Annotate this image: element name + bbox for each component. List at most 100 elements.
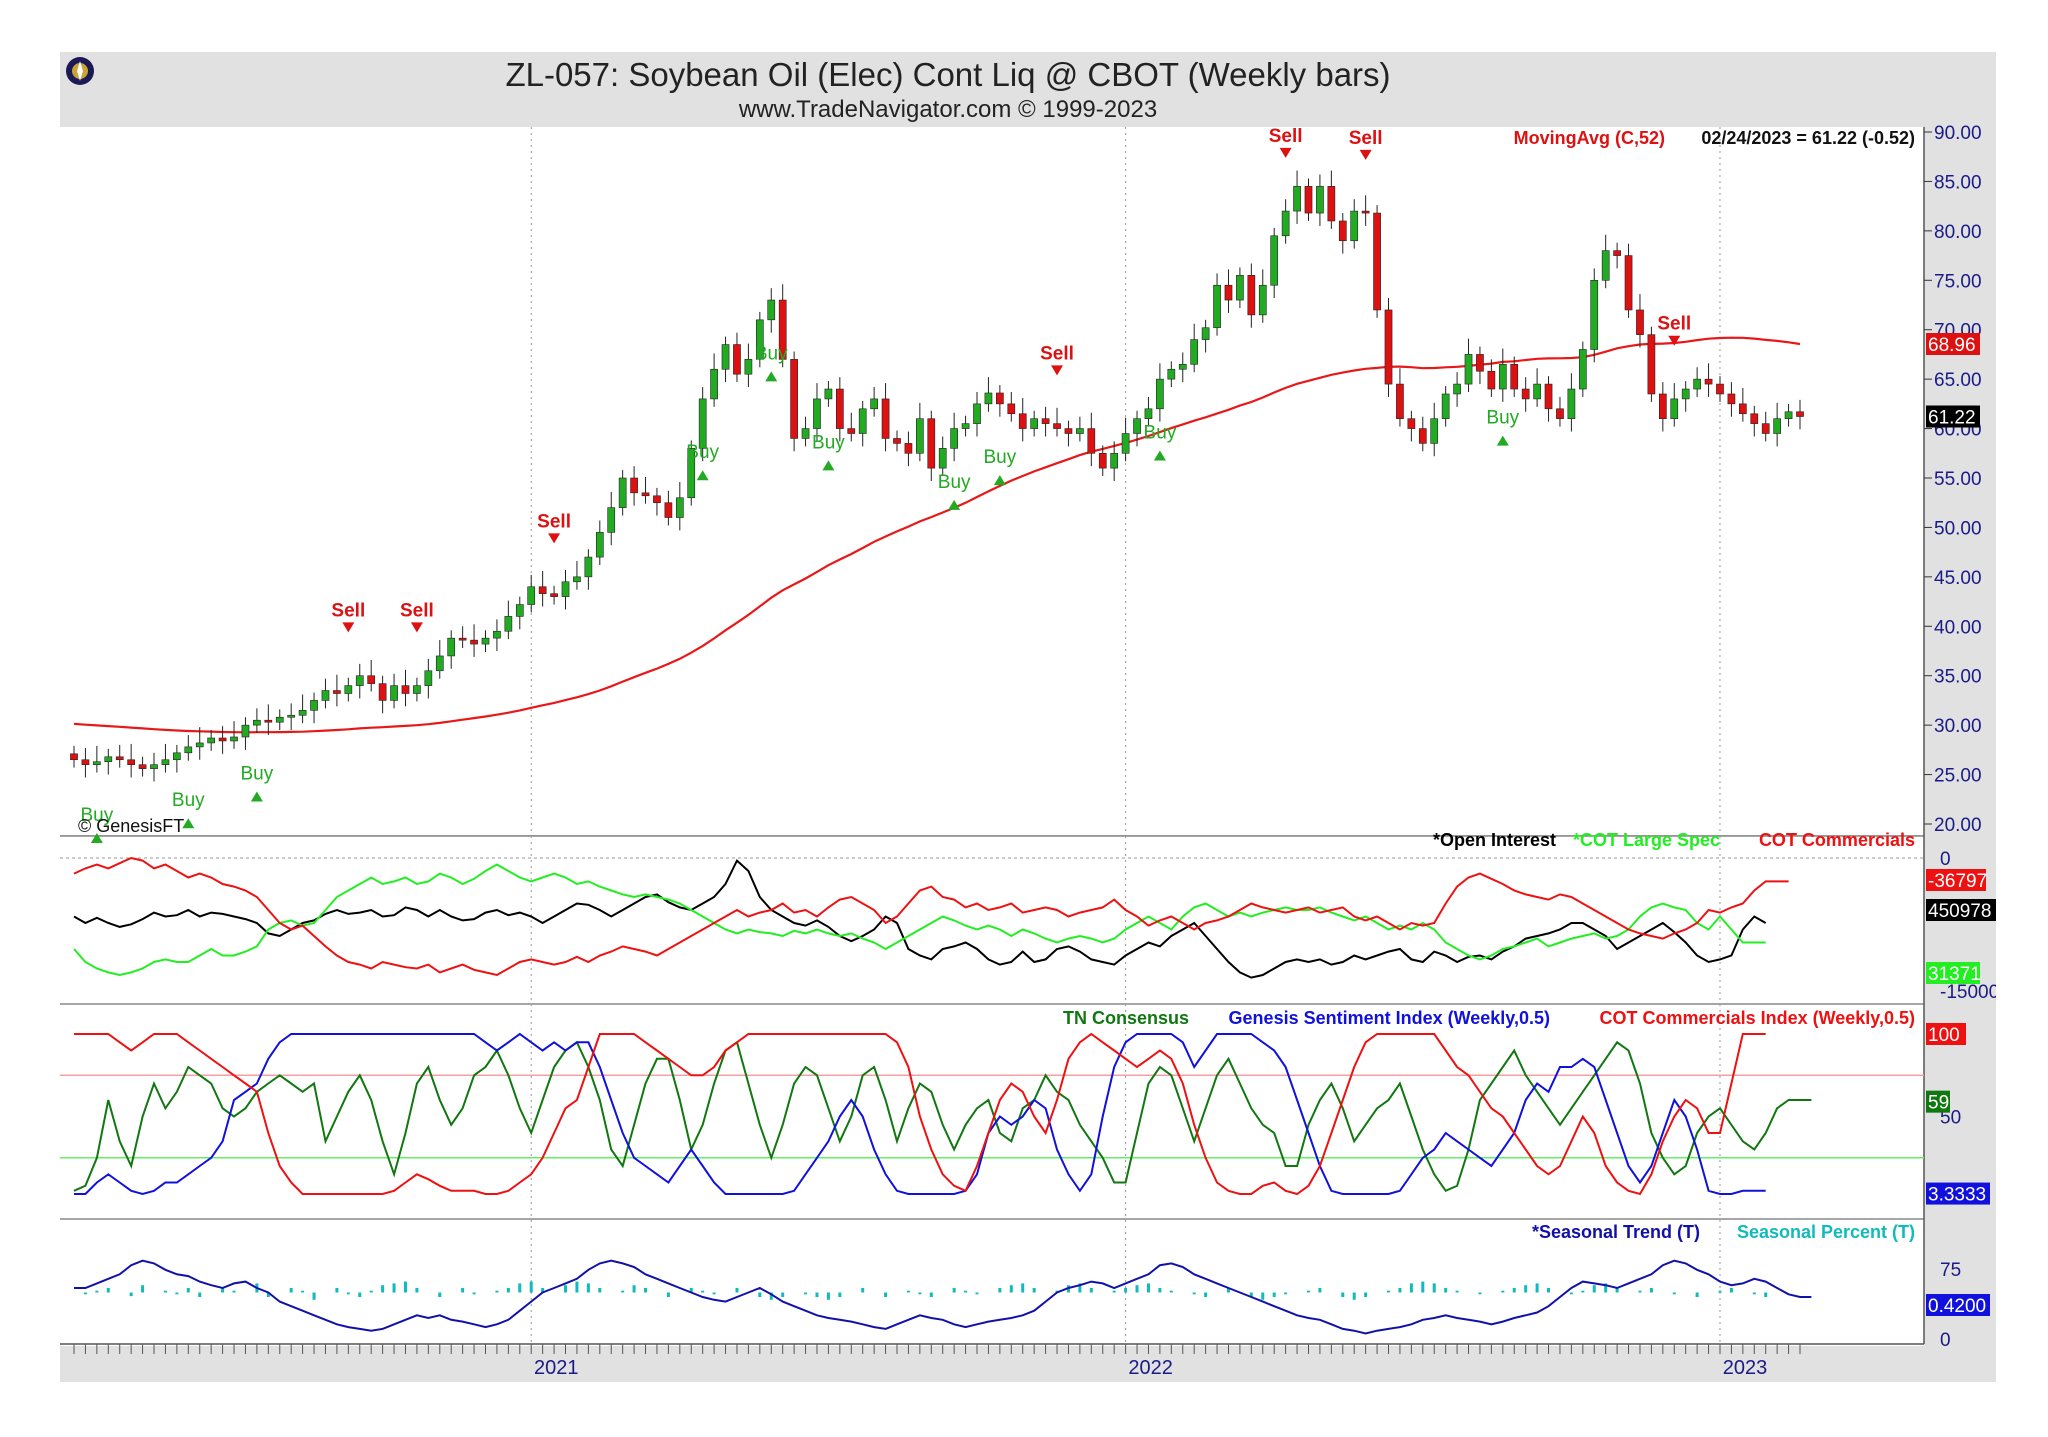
candle-body [1064,428,1073,434]
sell-signal-label: Sell [537,511,571,532]
last-close-tag-label: 61.22 [1928,408,1976,429]
candle-body [447,637,456,657]
candle-body [230,736,238,742]
chart-title: ZL-057: Soybean Oil (Elec) Cont Liq @ CB… [505,56,1390,93]
buy-signal-arrow [993,475,1006,486]
candle-body [1624,255,1633,311]
ma-value-tag-label: 68.96 [1928,335,1976,356]
candle-body [1487,370,1496,390]
seas-y-tick-label: 75 [1940,1260,1961,1281]
candle-body [1076,428,1084,434]
candle-body [1567,388,1576,419]
candle-body [1784,411,1793,419]
candle-body [218,737,227,742]
candle-body [127,759,135,765]
cot-series-line [73,856,1789,977]
buy-signal-label: Buy [241,764,274,785]
candle-body [1453,383,1461,395]
candle-body [573,576,581,583]
candle-body [1750,413,1759,424]
buy-signal-arrow [822,460,835,471]
candle-body [195,742,204,748]
candle-body [767,299,776,321]
price-y-tick-label: 55.00 [1934,469,1982,490]
candle-body [870,398,878,410]
candle-body [1213,284,1221,329]
candle-body [390,685,398,701]
candle-body [1350,210,1359,242]
candle-body [584,556,593,578]
candle-body [527,586,536,605]
cot-legend-open-interest: *Open Interest [1433,830,1556,850]
price-y-tick-label: 45.00 [1934,568,1982,589]
sentiment-series-line [73,1040,1812,1193]
candle-body [70,753,78,761]
candle-body [778,299,787,360]
candle-body [893,438,901,444]
x-axis-year-label: 2023 [1723,1357,1768,1379]
candle-body [1110,452,1119,469]
sell-signal-label: Sell [400,600,434,621]
buy-signal-arrow [1496,435,1509,446]
candle-body [1716,383,1724,395]
candle-body [173,752,181,761]
compass-needle [77,61,83,81]
candle-body [1133,418,1141,434]
candle-body [161,759,170,765]
candle-body [698,398,707,449]
ma-value-tag [1926,333,1980,356]
sell-signal-arrow [1279,147,1292,158]
candle-body [1613,250,1621,256]
buy-signal-arrow [696,470,709,481]
candle-body [1704,378,1713,385]
candle-body [790,359,798,439]
candle-body [881,398,890,439]
candle-body [504,616,513,632]
buy-signal-label: Buy [1486,408,1519,429]
seas-y-tick-label: 0 [1940,1330,1951,1351]
candle-body [1693,378,1701,390]
price-y-tick-label: 40.00 [1934,617,1982,638]
candle-body [618,477,627,508]
buy-signal-arrow [1153,450,1166,461]
candle-body [550,593,558,597]
candle-body [1053,423,1061,429]
cot-series-line [73,858,1767,979]
candle-body [470,639,478,645]
logo [66,57,94,85]
candle-body [1476,354,1484,372]
candle-body [653,495,661,504]
price-y-tick-label: 80.00 [1934,222,1982,243]
sentiment-panel: COT Commercials Index (Weekly,0.5) Genesi… [60,1008,1990,1206]
candle-body [927,418,936,469]
x-axis-year-label: 2021 [534,1357,579,1379]
price-y-tick-label: 50.00 [1934,518,1982,539]
candle-body [287,714,296,718]
seas-legend-percent: Seasonal Percent (T) [1737,1222,1915,1242]
candle-body [630,477,638,494]
candle-body [1270,235,1279,286]
commercials-index-value-tag [1926,1023,1966,1045]
candle-body [81,759,90,765]
candle-body [1373,212,1381,311]
candle-body [1441,393,1450,419]
candle-body [1087,428,1096,454]
candle-body [1190,339,1199,365]
candle-body [824,388,833,400]
candle-body [1018,413,1027,429]
candle-body [904,443,913,454]
buy-signal-arrow [90,833,103,844]
tn-value-tag-label: 59 [1928,1093,1949,1114]
candle-body [1498,364,1507,390]
candle-body [1590,279,1599,350]
candle-body [1761,423,1770,434]
cot-y-tick-label: -150000 [1940,982,1996,1003]
candle-body [1430,418,1439,444]
sent-y-tick-label: 50 [1940,1108,1961,1129]
candle-body [1521,388,1530,400]
price-y-tick-label: 65.00 [1934,370,1982,391]
candle-body [184,746,193,754]
cot-y-tick-label: 0 [1940,849,1951,870]
candle-body [1247,275,1256,316]
candle-body [515,604,524,617]
